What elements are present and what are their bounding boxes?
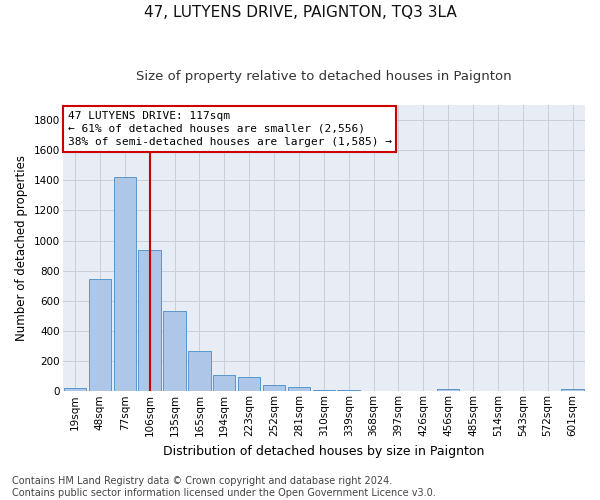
Bar (437, 390, 460, 392)
Bar (163, 310, 186, 392)
Bar (313, 390, 335, 392)
Bar (64, 388, 86, 392)
Text: 47, LUTYENS DRIVE, PAIGNTON, TQ3 3LA: 47, LUTYENS DRIVE, PAIGNTON, TQ3 3LA (143, 5, 457, 20)
Text: 47 LUTYENS DRIVE: 117sqm
← 61% of detached houses are smaller (2,556)
38% of sem: 47 LUTYENS DRIVE: 117sqm ← 61% of detach… (68, 110, 392, 147)
Bar (113, 178, 136, 392)
Bar (213, 376, 235, 392)
Title: Size of property relative to detached houses in Paignton: Size of property relative to detached ho… (136, 70, 512, 83)
Bar (288, 387, 310, 392)
Bar (188, 352, 211, 392)
Bar (89, 279, 111, 392)
Bar (139, 250, 161, 392)
Bar (362, 390, 385, 392)
Bar (337, 390, 360, 392)
Text: Contains HM Land Registry data © Crown copyright and database right 2024.
Contai: Contains HM Land Registry data © Crown c… (12, 476, 436, 498)
Bar (238, 377, 260, 392)
Bar (562, 390, 584, 392)
Bar (263, 385, 285, 392)
Y-axis label: Number of detached properties: Number of detached properties (15, 155, 28, 341)
X-axis label: Distribution of detached houses by size in Paignton: Distribution of detached houses by size … (163, 444, 484, 458)
